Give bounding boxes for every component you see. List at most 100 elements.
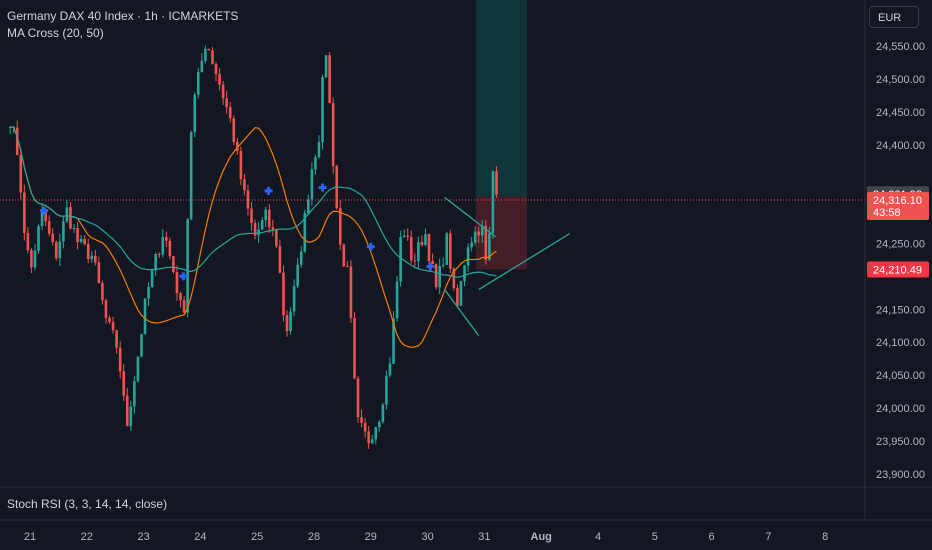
- candle-body: [97, 262, 101, 284]
- last-price-tag-countdown: 43:58: [873, 207, 901, 219]
- moving-averages: [10, 126, 497, 348]
- price-tick-label: 24,100.00: [876, 337, 925, 349]
- stoch-rsi-legend[interactable]: Stoch RSI (3, 3, 14, 14, close): [7, 497, 168, 511]
- candle-body: [94, 255, 97, 263]
- candle-body: [250, 208, 253, 224]
- profit-zone: [475, 0, 527, 197]
- candle-body: [168, 240, 172, 257]
- candle-body: [101, 283, 104, 301]
- position-zones: [0, 0, 865, 270]
- candle-body: [204, 48, 207, 61]
- candle-body: [260, 220, 264, 230]
- candle-body: [236, 141, 239, 151]
- time-tick-label: 4: [595, 531, 601, 543]
- candle-body: [303, 213, 307, 252]
- candle-body: [154, 254, 157, 271]
- candle-body: [133, 381, 136, 407]
- candle-body: [289, 311, 292, 332]
- candle-body: [65, 207, 69, 222]
- time-tick-label: 30: [421, 531, 433, 543]
- candle-body: [378, 421, 381, 428]
- candle-body: [150, 270, 154, 287]
- candle-body: [157, 254, 161, 256]
- candle-body: [175, 271, 179, 294]
- candle-body: [473, 231, 477, 243]
- candle-body: [328, 55, 331, 104]
- candle-body: [161, 236, 165, 255]
- candle-body: [321, 77, 324, 143]
- candle-body: [115, 330, 118, 348]
- time-tick-label: 25: [251, 531, 263, 543]
- candle-body: [69, 207, 72, 229]
- candle-body: [299, 251, 303, 265]
- candle-body: [463, 265, 466, 282]
- candle-body: [459, 281, 463, 306]
- price-tick-label: 24,400.00: [876, 140, 925, 152]
- candle-body: [434, 263, 438, 288]
- candle-body: [83, 238, 86, 245]
- ma-50-line: [10, 126, 497, 278]
- time-tick-label: 7: [765, 531, 771, 543]
- candle-body: [104, 300, 108, 318]
- candle-body: [388, 363, 392, 376]
- price-tick-label: 24,450.00: [876, 107, 925, 119]
- candle-body: [76, 228, 79, 242]
- time-tick-label: 8: [822, 531, 828, 543]
- candle-body: [314, 157, 317, 170]
- candle-body: [143, 298, 147, 335]
- ma-20-line: [10, 126, 497, 348]
- candle-body: [58, 241, 62, 259]
- price-tick-label: 24,050.00: [876, 370, 925, 382]
- candle-body: [470, 242, 473, 248]
- trend-line: [478, 233, 570, 291]
- ma-cross-marker: [366, 242, 375, 251]
- candle-body: [182, 300, 186, 313]
- ma-cross-marker: [264, 186, 273, 195]
- candle-body: [111, 322, 115, 331]
- candle-body: [129, 406, 133, 427]
- stop-price-tag: 24,210.49: [873, 265, 922, 277]
- candle-body: [296, 264, 299, 287]
- candle-body: [72, 228, 76, 230]
- ma-cross-legend[interactable]: MA Cross (20, 50): [7, 26, 104, 40]
- price-tick-label: 24,550.00: [876, 41, 925, 53]
- candle-body: [125, 395, 129, 427]
- candle-body: [338, 208, 342, 245]
- candle-body: [51, 233, 55, 243]
- time-tick-label: 29: [365, 531, 377, 543]
- candle-body: [392, 318, 395, 364]
- ma-cross-marker: [426, 262, 435, 271]
- currency-button[interactable]: EUR: [869, 6, 919, 28]
- candle-body: [253, 223, 257, 236]
- candle-body: [267, 209, 271, 228]
- candle-body: [179, 293, 182, 301]
- price-tick-label: 24,150.00: [876, 304, 925, 316]
- candle-body: [381, 404, 385, 422]
- candle-body: [356, 378, 360, 418]
- candle-body: [264, 209, 268, 221]
- price-tick-label: 23,900.00: [876, 469, 925, 481]
- candle-body: [353, 318, 356, 379]
- last-price-tag-bg: [867, 191, 929, 220]
- time-tick-label: 28: [308, 531, 320, 543]
- candle-body: [456, 288, 459, 306]
- time-tick-label: 23: [137, 531, 149, 543]
- candle-body: [417, 242, 420, 262]
- candle-body: [62, 221, 65, 242]
- symbol-title[interactable]: Germany DAX 40 Index · 1h · ICMARKETS: [7, 9, 239, 23]
- candle-body: [374, 427, 378, 440]
- candles: [8, 45, 498, 449]
- candle-body: [207, 48, 211, 51]
- candle-body: [37, 225, 40, 251]
- candle-body: [44, 212, 47, 222]
- candle-body: [278, 246, 282, 273]
- candle-body: [243, 179, 246, 191]
- cross-markers: [40, 183, 435, 281]
- candle-body: [79, 238, 83, 242]
- candle-body: [19, 154, 23, 193]
- candle-body: [324, 55, 328, 78]
- candle-body: [239, 150, 243, 180]
- trend-line: [444, 289, 480, 337]
